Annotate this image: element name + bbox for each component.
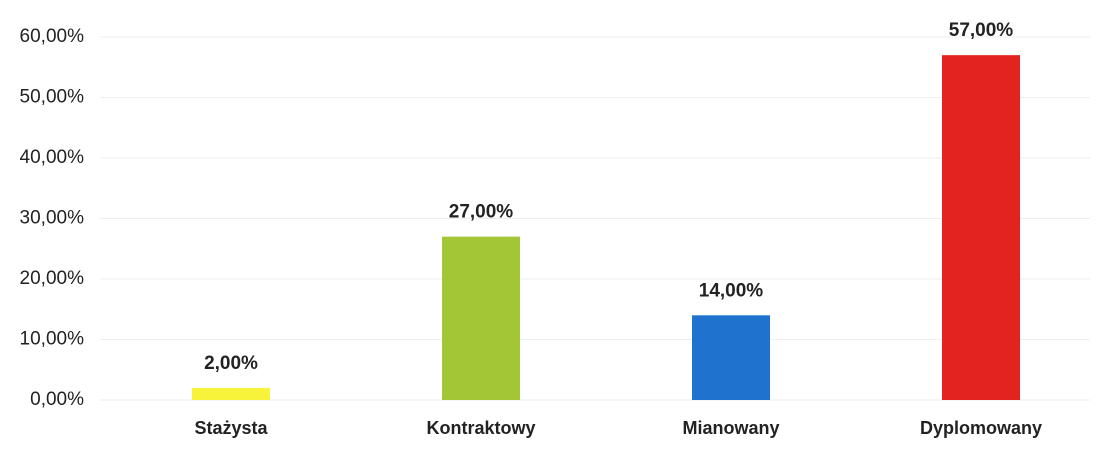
bar	[942, 55, 1020, 401]
x-tick-label: Dyplomowany	[920, 418, 1042, 438]
x-tick-label: Stażysta	[194, 418, 268, 438]
y-tick-label: 0,00%	[30, 389, 84, 410]
data-label: 2,00%	[204, 353, 258, 374]
data-label: 57,00%	[949, 20, 1014, 41]
bar	[692, 315, 770, 400]
y-tick-label: 30,00%	[20, 208, 85, 229]
y-tick-label: 10,00%	[20, 329, 85, 350]
x-tick-label: Mianowany	[682, 418, 779, 438]
y-tick-label: 60,00%	[20, 26, 85, 47]
y-tick-label: 50,00%	[20, 87, 85, 108]
bar	[442, 236, 520, 400]
x-tick-label: Kontraktowy	[426, 418, 535, 438]
data-label: 27,00%	[449, 202, 514, 223]
data-label: 14,00%	[699, 280, 764, 301]
y-tick-label: 20,00%	[20, 268, 85, 289]
bar	[192, 387, 270, 400]
y-tick-label: 40,00%	[20, 147, 85, 168]
